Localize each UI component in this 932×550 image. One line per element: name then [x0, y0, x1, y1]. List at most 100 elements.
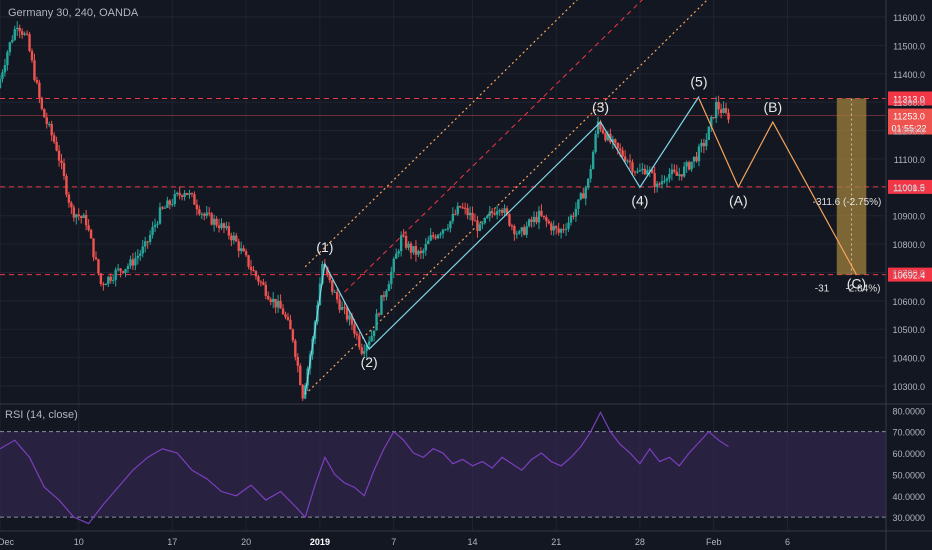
level-tag-label: 11313.0	[893, 94, 925, 104]
candle-body	[614, 139, 617, 143]
x-tick-label: 17	[167, 537, 177, 547]
channel-lower-line[interactable]	[304, 0, 886, 395]
candle-body	[727, 112, 730, 120]
candle-body	[28, 34, 31, 52]
candle-body	[153, 224, 157, 228]
wave-label[interactable]: (1)	[316, 239, 333, 255]
candle-body	[542, 215, 546, 218]
x-tick-label: Feb	[706, 537, 722, 547]
candle-body	[264, 284, 267, 296]
candle-body	[668, 174, 671, 179]
measurement-label: -2.84%)	[845, 284, 880, 295]
rsi-tick-label: 70.0000	[892, 428, 925, 438]
trend-channel[interactable]	[304, 0, 886, 395]
wave-label[interactable]: (4)	[631, 192, 648, 208]
candle-body	[129, 259, 132, 267]
candle-body	[498, 209, 501, 212]
candle-body	[254, 271, 258, 277]
candle-body	[107, 276, 110, 285]
candle-body	[643, 168, 647, 175]
candle-body	[207, 212, 211, 214]
candle-body	[144, 241, 147, 247]
channel-upper-line[interactable]	[304, 0, 886, 268]
candle-body	[11, 39, 14, 43]
rsi-panel[interactable]: 30.0000 40.0000 50.0000 60.0000 70.0000 80.00…	[0, 406, 925, 525]
candle-body	[434, 236, 437, 239]
y-tick-label: 10900.0	[892, 212, 925, 222]
candle-body	[180, 195, 184, 197]
y-tick-label: 11100.0	[894, 155, 925, 165]
wave-label[interactable]: (B)	[763, 99, 782, 115]
candle-body	[712, 117, 715, 119]
candle-body	[65, 175, 68, 195]
candle-body	[274, 298, 277, 308]
candle-body	[70, 202, 73, 208]
candle-body	[52, 135, 56, 142]
candle-body	[495, 211, 499, 215]
candle-body	[473, 220, 477, 222]
candle-body	[215, 218, 218, 226]
candle-body	[631, 162, 634, 172]
candle-body	[326, 267, 329, 275]
candle-body	[468, 212, 472, 216]
candle-body	[574, 208, 578, 217]
candle-body	[338, 299, 341, 310]
candle-body	[200, 213, 204, 215]
wave-label[interactable]: (5)	[690, 73, 707, 89]
candle-body	[328, 274, 331, 281]
y-tick-label: 10800.0	[892, 240, 925, 250]
candle-body	[87, 225, 90, 230]
target-box[interactable]	[836, 98, 867, 275]
candle-body	[331, 280, 334, 292]
candle-body	[35, 79, 39, 83]
candle-body	[559, 229, 563, 233]
wave-label[interactable]: (3)	[592, 99, 609, 115]
candle-body	[158, 207, 162, 224]
wave-label[interactable]: (C)	[847, 276, 866, 292]
candle-body	[537, 210, 541, 223]
x-tick-label: Dec	[0, 537, 14, 547]
candle-body	[321, 263, 324, 284]
y-tick-label: 10400.0	[892, 354, 925, 364]
candle-body	[653, 173, 656, 187]
wave-label[interactable]: (A)	[729, 192, 748, 208]
candle-body	[380, 295, 383, 315]
candle-body	[102, 283, 105, 285]
x-tick-label: 20	[241, 537, 251, 547]
elliott-waves[interactable]: (1) (2) (3) (4) (5) (A) (B) (C) -311.6 (-2.75%) -…	[304, 73, 881, 395]
candle-body	[515, 233, 519, 235]
candle-body	[550, 223, 553, 231]
candle-body	[439, 233, 442, 235]
candle-body	[572, 215, 575, 217]
candle-body	[279, 300, 282, 309]
projection-path[interactable]	[698, 98, 857, 276]
channel-median-line[interactable]	[344, 0, 837, 293]
candle-body	[141, 246, 144, 254]
wave-label[interactable]: (2)	[361, 354, 378, 370]
candle-body	[591, 151, 595, 170]
candle-body	[375, 313, 378, 331]
candle-body	[176, 192, 179, 195]
candle-body	[459, 206, 462, 208]
y-tick-label: 11000.0	[893, 183, 925, 193]
candle-body	[348, 315, 351, 320]
candle-body	[589, 169, 592, 179]
candle-body	[57, 150, 61, 161]
candle-body	[124, 268, 127, 273]
candle-body	[382, 295, 386, 297]
candle-body	[695, 156, 698, 162]
candle-body	[50, 123, 53, 136]
candle-body	[60, 160, 63, 164]
candle-body	[449, 221, 452, 229]
x-tick-label: 21	[551, 537, 561, 547]
candle-body	[655, 183, 659, 187]
candle-body	[673, 169, 676, 172]
candle-body	[178, 192, 181, 196]
impulse-wave-path[interactable]	[304, 96, 700, 395]
candle-body	[126, 266, 130, 269]
rsi-line[interactable]	[0, 411, 729, 525]
candle-body	[62, 163, 66, 176]
candle-body	[569, 215, 573, 223]
candle-body	[466, 208, 469, 216]
